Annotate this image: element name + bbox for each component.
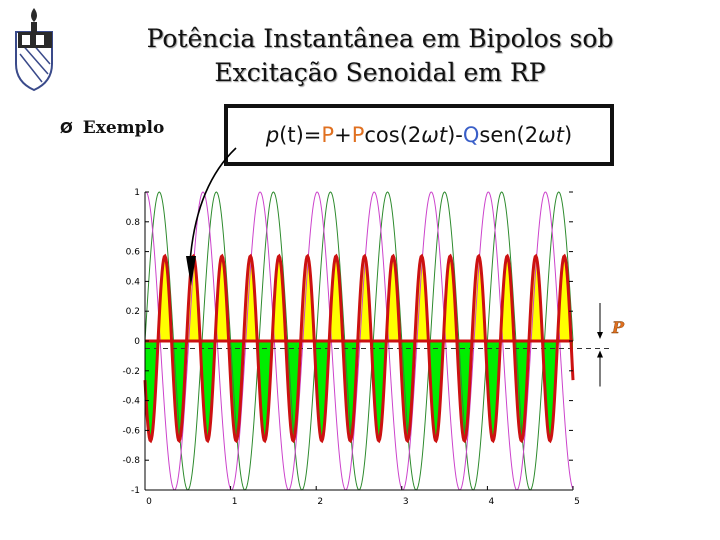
bullet-arrow-icon: Ø: [60, 119, 73, 137]
y-tick-label: 0.6: [126, 248, 141, 258]
formula-plus: +: [334, 123, 352, 147]
formula-pointer-arrowhead: [186, 256, 196, 286]
university-logo: [15, 8, 53, 92]
y-tick-label: -0.8: [122, 456, 140, 466]
formula-close-1: ): [447, 123, 456, 147]
formula-eq: =: [303, 123, 322, 147]
x-tick-label: 3: [403, 497, 409, 507]
formula-minus: -: [455, 123, 463, 147]
p-annotation-label: P: [611, 318, 625, 337]
y-tick-label: -0.4: [122, 397, 140, 407]
formula-t: (t): [279, 123, 304, 147]
y-tick-label: 0.8: [126, 218, 141, 228]
y-tick-label: 1: [134, 188, 140, 198]
x-tick-label: 4: [489, 497, 495, 507]
formula-P2: P: [351, 123, 365, 147]
formula-close-2: ): [563, 123, 573, 147]
power-positive-area: [158, 256, 572, 341]
bullet-example: Ø Exemplo: [60, 118, 164, 138]
y-tick-label: 0: [134, 337, 140, 347]
p-arrowhead-down: [597, 332, 603, 339]
x-tick-label: 5: [574, 497, 580, 507]
title-line-1: Potência Instantânea em Bipolos sob: [146, 24, 614, 53]
formula-Q: Q: [462, 123, 480, 147]
p-arrowhead-up: [597, 350, 603, 358]
formula-cos: cos(2: [364, 123, 422, 147]
y-tick-label: -0.2: [122, 367, 140, 377]
x-tick-label: 1: [232, 497, 238, 507]
y-tick-label: -1: [131, 486, 140, 496]
x-tick-label: 0: [146, 497, 152, 507]
formula-p: p: [265, 123, 280, 147]
formula-omega-t-1: ωt: [421, 123, 448, 147]
bullet-label: Exemplo: [82, 118, 165, 138]
formula-sen: sen(2: [479, 123, 539, 147]
formula-omega-t-2: ωt: [538, 123, 564, 147]
x-tick-label: 2: [317, 497, 323, 507]
title-line-2: Excitação Senoidal em RP: [214, 58, 546, 87]
formula-pointer-line: [189, 147, 237, 263]
y-tick-label: 0.4: [126, 277, 141, 287]
power-series-line: [143, 253, 575, 444]
y-tick-label: -0.6: [122, 426, 140, 436]
formula-P1: P: [321, 123, 335, 147]
slide-title: Potência Instantânea em Bipolos sob Exci…: [80, 22, 680, 90]
y-tick-label: 0.2: [126, 307, 140, 317]
power-negative-area: [145, 341, 573, 441]
